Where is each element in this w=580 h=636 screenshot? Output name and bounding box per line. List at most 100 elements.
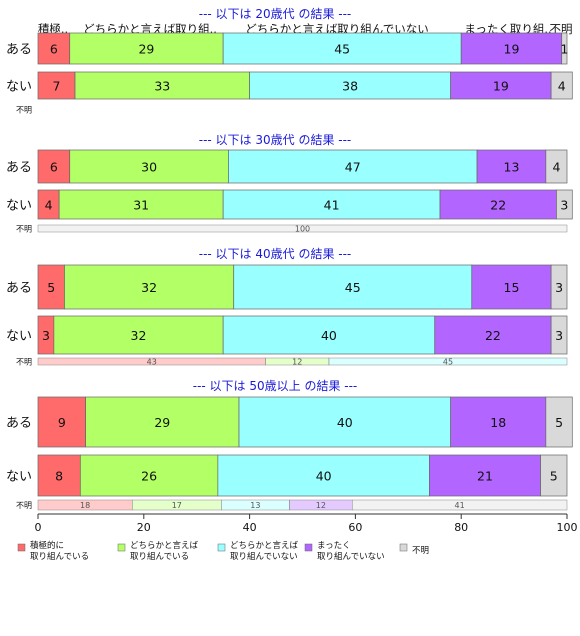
- unknown-bar-label: 45: [443, 358, 453, 367]
- bar-value-label: 1: [560, 42, 568, 57]
- legend-swatch: [217, 543, 226, 552]
- bar-value-label: 38: [342, 79, 358, 94]
- group-title: --- 以下は 30歳代 の結果 ---: [199, 133, 352, 147]
- row-label: ない: [6, 80, 32, 95]
- row-label: ない: [6, 329, 32, 344]
- bar-segment: [64, 264, 235, 310]
- legend-label: 積極的に: [30, 540, 64, 551]
- row-label: ある: [6, 416, 32, 431]
- unknown-bar-label: 12: [292, 358, 302, 367]
- bar-value-label: 40: [316, 469, 332, 484]
- bar-value-label: 41: [324, 198, 340, 213]
- group-title: --- 以下は 20歳代 の結果 ---: [199, 7, 352, 21]
- bar-value-label: 18: [490, 415, 506, 430]
- bar-segment: [222, 32, 462, 65]
- bar-segment: [238, 396, 451, 448]
- bar-segment: [217, 454, 430, 497]
- bar-value-label: 19: [493, 79, 509, 94]
- x-tick-label: 80: [454, 521, 468, 534]
- legend-swatch: [304, 543, 313, 552]
- unknown-bar-label: 12: [316, 501, 326, 510]
- bar-value-label: 40: [321, 328, 337, 343]
- legend-label: 取り組んでいない: [230, 551, 298, 562]
- bar-segment: [550, 264, 568, 310]
- legend-swatch: [117, 543, 126, 552]
- bar-segment: [450, 71, 552, 100]
- unknown-bar-segment: [352, 499, 568, 511]
- bar-segment: [550, 315, 568, 355]
- legend-swatch: [399, 543, 408, 552]
- unknown-bar-label: 43: [147, 358, 157, 367]
- legend-swatch: [17, 543, 26, 552]
- bar-segment: [222, 315, 436, 355]
- unknown-row-label: 不明: [16, 225, 32, 234]
- bar-segment: [53, 315, 224, 355]
- bar-segment: [79, 454, 219, 497]
- bar-value-label: 32: [141, 280, 157, 295]
- bar-value-label: 3: [555, 280, 563, 295]
- bar-segment: [545, 396, 573, 448]
- bar-segment: [550, 71, 573, 100]
- bar-value-label: 45: [345, 280, 361, 295]
- bar-value-label: 3: [555, 328, 563, 343]
- bar-segment: [37, 396, 86, 448]
- bar-value-label: 26: [141, 469, 157, 484]
- bar-value-label: 31: [133, 198, 149, 213]
- bar-segment: [561, 32, 568, 65]
- unknown-bar-label: 41: [455, 501, 465, 510]
- bar-segment: [556, 189, 573, 220]
- bar-value-label: 45: [334, 42, 350, 57]
- x-tick-label: 0: [35, 521, 42, 534]
- bar-segment: [450, 396, 547, 448]
- unknown-bar-label: 17: [172, 501, 182, 510]
- bar-value-label: 4: [558, 79, 566, 94]
- bar-value-label: 6: [50, 42, 58, 57]
- bar-segment: [37, 149, 71, 184]
- bar-value-label: 4: [552, 160, 560, 175]
- x-tick-label: 40: [243, 521, 257, 534]
- bar-value-label: 8: [55, 469, 63, 484]
- row-label: ある: [6, 43, 32, 58]
- unknown-bar-segment: [328, 357, 568, 366]
- bar-value-label: 22: [490, 198, 506, 213]
- unknown-row-label: 不明: [16, 358, 32, 367]
- unknown-bar-label: 18: [80, 501, 90, 510]
- bar-value-label: 47: [345, 160, 361, 175]
- row-label: ある: [6, 281, 32, 296]
- unknown-row-label: 不明: [16, 106, 32, 115]
- legend-label: 取り組んでいる: [30, 551, 89, 562]
- unknown-bar-segment: [37, 224, 568, 233]
- bar-value-label: 5: [555, 415, 563, 430]
- bar-segment: [37, 264, 65, 310]
- bar-value-label: 4: [45, 198, 53, 213]
- bar-value-label: 22: [485, 328, 501, 343]
- unknown-row-label: 不明: [16, 501, 32, 510]
- bar-value-label: 32: [131, 328, 147, 343]
- unknown-bar-label: 13: [250, 501, 260, 510]
- legend-label: 取り組んでいない: [317, 551, 385, 562]
- bar-value-label: 3: [560, 198, 568, 213]
- legend-label: どちらかと言えば: [230, 540, 299, 551]
- row-label: ない: [6, 470, 32, 485]
- bar-segment: [471, 264, 552, 310]
- bar-value-label: 29: [154, 415, 170, 430]
- row-label: ある: [6, 161, 32, 176]
- bar-value-label: 33: [154, 79, 170, 94]
- bar-segment: [233, 264, 473, 310]
- bar-value-label: 15: [504, 280, 520, 295]
- legend-label: 不明: [412, 546, 429, 556]
- unknown-bar-label: 100: [295, 225, 310, 234]
- bar-segment: [434, 315, 552, 355]
- bar-segment: [69, 149, 229, 184]
- bar-segment: [74, 71, 250, 100]
- bar-value-label: 30: [141, 160, 157, 175]
- bar-value-label: 3: [42, 328, 50, 343]
- bar-value-label: 29: [138, 42, 154, 57]
- bar-value-label: 5: [550, 469, 558, 484]
- legend-label: どちらかと言えば: [130, 540, 199, 551]
- bar-segment: [460, 32, 563, 65]
- bar-value-label: 5: [47, 280, 55, 295]
- bar-segment: [540, 454, 568, 497]
- bar-segment: [69, 32, 224, 65]
